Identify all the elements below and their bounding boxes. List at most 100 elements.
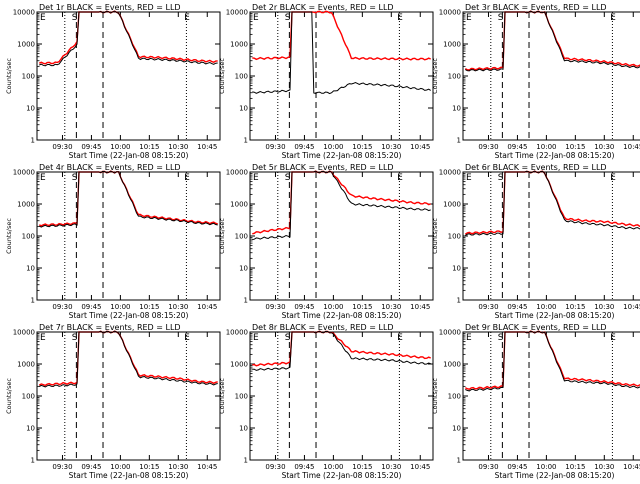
x-tick-label: 09:45	[81, 143, 101, 151]
y-tick-label: 100	[22, 73, 35, 81]
panel-5: 1 10 100 1000 10000 09:30 09:45 10:00 10:15 10:30…	[218, 163, 434, 320]
y-tick-label: 1	[31, 137, 35, 145]
y-tick-label: 100	[22, 233, 35, 241]
x-tick-label: 10:00	[110, 463, 130, 471]
y-tick-label: 10	[239, 265, 248, 273]
panel-7: 1 10 100 1000 10000 09:30 09:45 10:00 10:15 10:30…	[5, 323, 221, 480]
y-axis-label: Counts/sec	[431, 218, 439, 254]
events-series-line	[39, 330, 218, 388]
x-tick-label: 09:30	[478, 303, 498, 311]
left-marker-label: E	[253, 333, 259, 343]
y-tick-label: 1000	[230, 41, 248, 49]
x-tick-label: 10:45	[623, 303, 640, 311]
y-tick-label: 10	[239, 425, 248, 433]
x-axis-label: Start Time (22-Jan-08 08:15:20)	[495, 151, 615, 160]
panel-6: 1 10 100 1000 10000 09:30 09:45 10:00 10:15 10:30…	[431, 163, 640, 320]
y-axis-label: Counts/sec	[5, 58, 13, 94]
y-tick-label: 100	[22, 393, 35, 401]
x-tick-label: 09:30	[265, 303, 285, 311]
events-series-line	[465, 330, 640, 392]
y-tick-label: 10	[452, 265, 461, 273]
y-tick-label: 10	[26, 105, 35, 113]
lld-series-line	[38, 330, 218, 387]
panel-3: 1 10 100 1000 10000 09:30 09:45 10:00 10:15 10:30…	[431, 3, 640, 160]
left-marker-label: E	[466, 333, 472, 343]
y-tick-label: 10000	[13, 329, 35, 337]
end-marker-label: E	[397, 173, 403, 183]
x-tick-label: 10:45	[623, 463, 640, 471]
y-tick-label: 10	[26, 425, 35, 433]
events-series-line	[252, 170, 431, 241]
end-marker-label: E	[610, 173, 616, 183]
x-tick-label: 10:15	[565, 463, 585, 471]
x-tick-label: 09:45	[294, 463, 314, 471]
y-axis-label: Counts/sec	[5, 378, 13, 414]
end-marker-label: E	[610, 13, 616, 23]
panel-title: Det 7r BLACK = Events, RED = LLD	[39, 323, 181, 332]
start-marker-label: S	[72, 333, 78, 343]
x-tick-label: 10:00	[536, 303, 556, 311]
lld-series-line	[252, 170, 431, 235]
y-tick-label: 100	[448, 233, 461, 241]
y-tick-label: 1	[244, 457, 248, 465]
y-tick-label: 1	[244, 297, 248, 305]
y-tick-label: 10000	[13, 169, 35, 177]
x-tick-label: 10:15	[565, 143, 585, 151]
x-tick-label: 10:00	[323, 303, 343, 311]
y-tick-label: 1000	[443, 361, 461, 369]
x-tick-label: 09:30	[478, 143, 498, 151]
y-tick-label: 1	[31, 297, 35, 305]
end-marker-label: E	[397, 333, 403, 343]
panel-title: Det 8r BLACK = Events, RED = LLD	[252, 323, 394, 332]
y-axis-label: Counts/sec	[218, 58, 226, 94]
y-tick-label: 10000	[226, 9, 248, 17]
x-tick-label: 10:45	[197, 463, 217, 471]
panel-frame	[462, 171, 640, 301]
panel-title: Det 4r BLACK = Events, RED = LLD	[39, 163, 181, 172]
x-tick-label: 10:45	[410, 463, 430, 471]
left-marker-label: E	[466, 13, 472, 23]
panel-title: Det 2r BLACK = Events, RED = LLD	[252, 3, 394, 12]
x-tick-label: 10:30	[381, 463, 401, 471]
y-tick-label: 1000	[230, 201, 248, 209]
end-marker-label: E	[610, 333, 616, 343]
x-tick-label: 09:45	[294, 143, 314, 151]
y-tick-label: 1	[31, 457, 35, 465]
left-marker-label: E	[40, 13, 46, 23]
panel-frame	[462, 11, 640, 141]
x-tick-label: 09:30	[265, 143, 285, 151]
left-marker-label: E	[40, 173, 46, 183]
x-tick-label: 10:15	[352, 303, 372, 311]
x-axis-label: Start Time (22-Jan-08 08:15:20)	[69, 471, 189, 480]
left-marker-label: E	[253, 13, 259, 23]
x-tick-label: 09:30	[52, 463, 72, 471]
events-series-line	[39, 10, 218, 67]
y-tick-label: 10000	[439, 329, 461, 337]
y-tick-label: 1000	[443, 41, 461, 49]
x-tick-label: 10:30	[594, 463, 614, 471]
x-tick-label: 10:15	[139, 143, 159, 151]
x-tick-label: 10:15	[139, 303, 159, 311]
left-marker-label: E	[253, 173, 259, 183]
y-tick-label: 10	[452, 425, 461, 433]
end-marker-label: E	[184, 173, 190, 183]
y-tick-label: 1000	[443, 201, 461, 209]
start-marker-label: S	[498, 173, 504, 183]
x-tick-label: 09:45	[507, 463, 527, 471]
start-marker-label: S	[498, 13, 504, 23]
y-tick-label: 10000	[226, 169, 248, 177]
x-tick-label: 10:45	[410, 143, 430, 151]
x-tick-label: 09:45	[294, 303, 314, 311]
start-marker-label: S	[498, 333, 504, 343]
panel-1: 1 10 100 1000 10000 09:30 09:45 10:00 10:15 10:30…	[5, 3, 221, 160]
x-axis-label: Start Time (22-Jan-08 08:15:20)	[69, 311, 189, 320]
y-tick-label: 1000	[17, 201, 35, 209]
x-tick-label: 10:00	[536, 143, 556, 151]
x-tick-label: 10:30	[168, 463, 188, 471]
x-tick-label: 10:45	[410, 303, 430, 311]
lld-series-line	[39, 10, 218, 65]
x-tick-label: 09:30	[52, 143, 72, 151]
left-marker-label: E	[466, 173, 472, 183]
